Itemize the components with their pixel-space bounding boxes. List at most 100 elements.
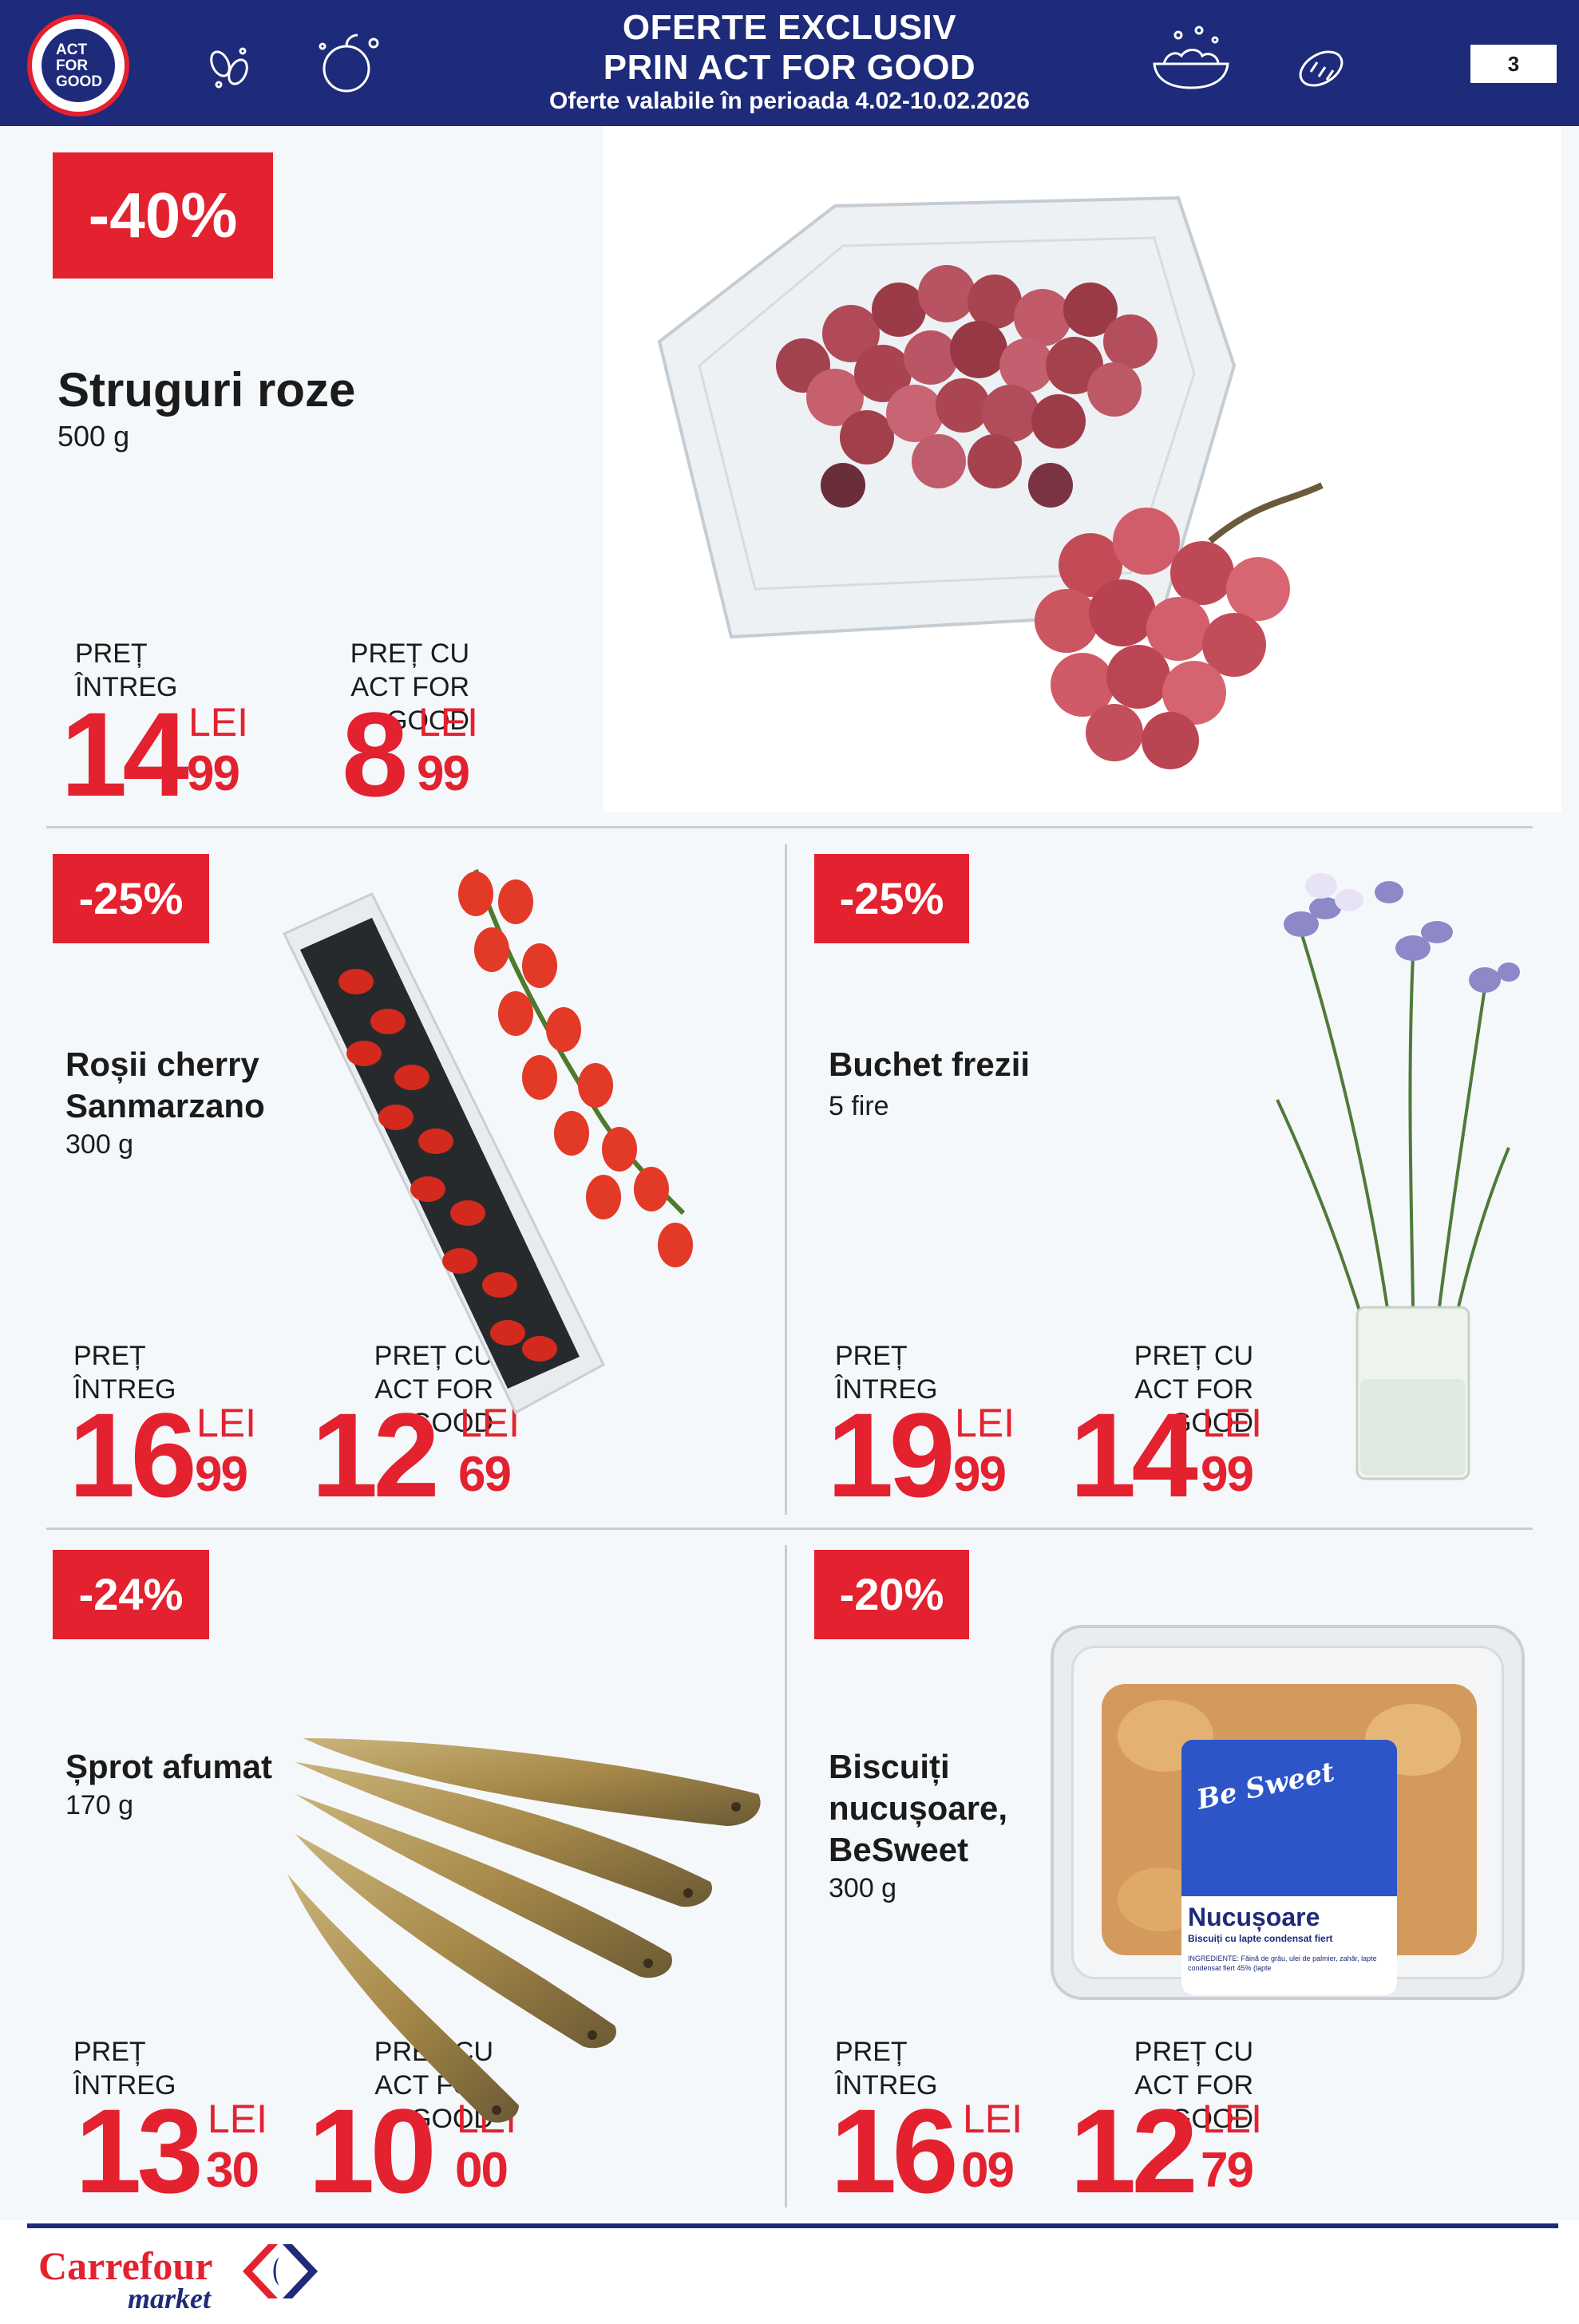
column-divider xyxy=(785,844,787,1515)
price-currency: LEI xyxy=(208,2097,268,2141)
price-currency: LEI xyxy=(460,1401,520,1445)
discount-badge: -40% xyxy=(53,152,273,279)
price-integer: 16 xyxy=(830,2084,959,2218)
title-line-1: OFERTE EXCLUSIV xyxy=(622,8,957,47)
name-line: nucușoare, xyxy=(829,1789,1008,1827)
salad-bowl-icon xyxy=(1146,24,1236,97)
label-line: PREȚ xyxy=(835,2037,908,2067)
price-decimals: 99 xyxy=(953,1447,1007,1502)
label-line: PREȚ CU xyxy=(1134,2037,1253,2067)
price-currency: LEI xyxy=(418,700,479,745)
name-line: Roșii cherry xyxy=(65,1045,259,1083)
price-integer: 8 xyxy=(342,687,408,821)
discount-badge: -25% xyxy=(53,854,209,943)
label-line: PREȚ xyxy=(73,2037,146,2067)
logo-line: FOR xyxy=(56,57,89,74)
discount-badge: -20% xyxy=(814,1550,969,1639)
package-label: Be Sweet Nucușoare Biscuiți cu lapte con… xyxy=(1181,1740,1397,1995)
label-line: PREȚ xyxy=(75,638,148,669)
footer-divider xyxy=(27,2223,1558,2228)
price-decimals: 69 xyxy=(458,1447,512,1502)
full-price: 16 LEI 99 xyxy=(69,1388,276,1522)
label-line: PREȚ xyxy=(73,1341,146,1371)
name-line: Sanmarzano xyxy=(65,1087,265,1124)
act-price-label: PREȚ CU ACT FOR GOOD xyxy=(263,637,469,737)
freesia-image xyxy=(1276,873,1520,1480)
offers-grid: -40% Struguri roze 500 g PREȚ ÎNTREG 14 … xyxy=(0,126,1579,2220)
product-name: Buchet frezii xyxy=(829,1045,1031,1083)
price-integer: 10 xyxy=(308,2084,437,2218)
fruit-icon xyxy=(311,27,385,101)
label-line: PREȚ CU xyxy=(1134,1341,1253,1371)
price-currency: LEI xyxy=(963,2097,1023,2141)
act-price: 8 LEI 99 xyxy=(342,687,501,821)
price-integer: 14 xyxy=(61,687,189,821)
footer: Carrefour market xyxy=(0,2220,1579,2324)
full-price-label: PREȚ ÎNTREG xyxy=(75,637,177,704)
act-price: 12 LEI 79 xyxy=(1070,2084,1277,2218)
product-name: Biscuiți nucușoare, BeSweet xyxy=(829,1746,1007,1871)
biscuits-image: Be Sweet Nucușoare Biscuiți cu lapte con… xyxy=(1051,1625,1525,2000)
price-currency: LEI xyxy=(1202,1401,1263,1445)
label-line: ÎNTREG xyxy=(835,2070,938,2101)
grapes-image xyxy=(604,126,1561,812)
validity-text: Oferte valabile în perioada 4.02-10.02.2… xyxy=(549,88,1030,114)
product-weight: 500 g xyxy=(57,420,130,453)
product-weight: 300 g xyxy=(829,1873,897,1903)
name-line: Biscuiți xyxy=(829,1748,950,1785)
label-line: ACT FOR GOOD xyxy=(374,1374,493,1438)
act-price: 10 LEI 00 xyxy=(308,2084,516,2218)
name-line: BeSweet xyxy=(829,1831,969,1868)
price-integer: 19 xyxy=(827,1388,956,1522)
price-currency: LEI xyxy=(188,700,249,745)
price-decimals: 99 xyxy=(187,746,240,801)
market-wordmark: market xyxy=(128,2282,211,2314)
package-title: Nucușoare xyxy=(1188,1903,1320,1931)
seeds-icon xyxy=(201,40,257,96)
label-white-band: Nucușoare Biscuiți cu lapte condensat fi… xyxy=(1181,1896,1397,1995)
logo-line: GOOD xyxy=(56,73,103,90)
price-currency: LEI xyxy=(955,1401,1015,1445)
full-price: 16 LEI 09 xyxy=(830,2084,1038,2218)
header: ACT FOR GOOD OFERTE EXCLUSIV xyxy=(0,0,1579,126)
package-ingredients: INGREDIENTE: Făină de grâu, ulei de palm… xyxy=(1188,1954,1377,1972)
row-divider xyxy=(46,826,1533,828)
price-integer: 12 xyxy=(1070,2084,1198,2218)
page-number: 3 xyxy=(1470,45,1557,83)
product-weight: 170 g xyxy=(65,1790,134,1820)
act-price-label: PREȚ CU ACT FOR GOOD xyxy=(1046,2035,1253,2136)
bread-icon xyxy=(1293,40,1349,96)
full-price-label: PREȚ ÎNTREG xyxy=(835,2035,937,2102)
price-integer: 14 xyxy=(1070,1388,1198,1522)
price-integer: 16 xyxy=(69,1388,197,1522)
act-for-good-logo: ACT FOR GOOD xyxy=(27,14,129,117)
price-decimals: 30 xyxy=(206,2143,259,2198)
act-price: 12 LEI 69 xyxy=(311,1395,520,1515)
label-line: ACT FOR GOOD xyxy=(1134,2070,1253,2134)
row-divider xyxy=(46,1528,1533,1530)
label-line: PREȚ CU xyxy=(374,1341,493,1371)
label-line: ACT FOR GOOD xyxy=(1134,1374,1253,1438)
full-price-label: PREȚ ÎNTREG xyxy=(835,1339,937,1406)
price-currency: LEI xyxy=(1202,2097,1263,2141)
act-price: 14 LEI 99 xyxy=(1070,1388,1277,1522)
label-line: ÎNTREG xyxy=(75,672,178,702)
price-decimals: 00 xyxy=(455,2143,509,2198)
act-price-label: PREȚ CU ACT FOR GOOD xyxy=(286,1339,493,1440)
sprats-image xyxy=(287,1738,761,2123)
carrefour-logo-icon xyxy=(243,2244,318,2298)
product-name: Struguri roze xyxy=(57,363,356,417)
logo-line: ACT xyxy=(56,42,88,58)
package-subtitle: Biscuiți cu lapte condensat fiert xyxy=(1188,1933,1333,1944)
header-title: OFERTE EXCLUSIV PRIN ACT FOR GOOD Oferte… xyxy=(0,8,1579,115)
brand-text: Be Sweet xyxy=(1193,1756,1338,1816)
label-line: PREȚ xyxy=(835,1341,908,1371)
price-integer: 13 xyxy=(75,2084,204,2218)
full-price-label: PREȚ ÎNTREG xyxy=(73,1339,176,1406)
product-name: Roșii cherry Sanmarzano xyxy=(65,1044,265,1127)
product-weight: 300 g xyxy=(65,1129,134,1160)
label-line: PREȚ CU xyxy=(350,638,469,669)
label-line: ÎNTREG xyxy=(73,1374,176,1405)
product-name: Șprot afumat xyxy=(65,1748,273,1785)
full-price-label: PREȚ ÎNTREG xyxy=(73,2035,176,2102)
